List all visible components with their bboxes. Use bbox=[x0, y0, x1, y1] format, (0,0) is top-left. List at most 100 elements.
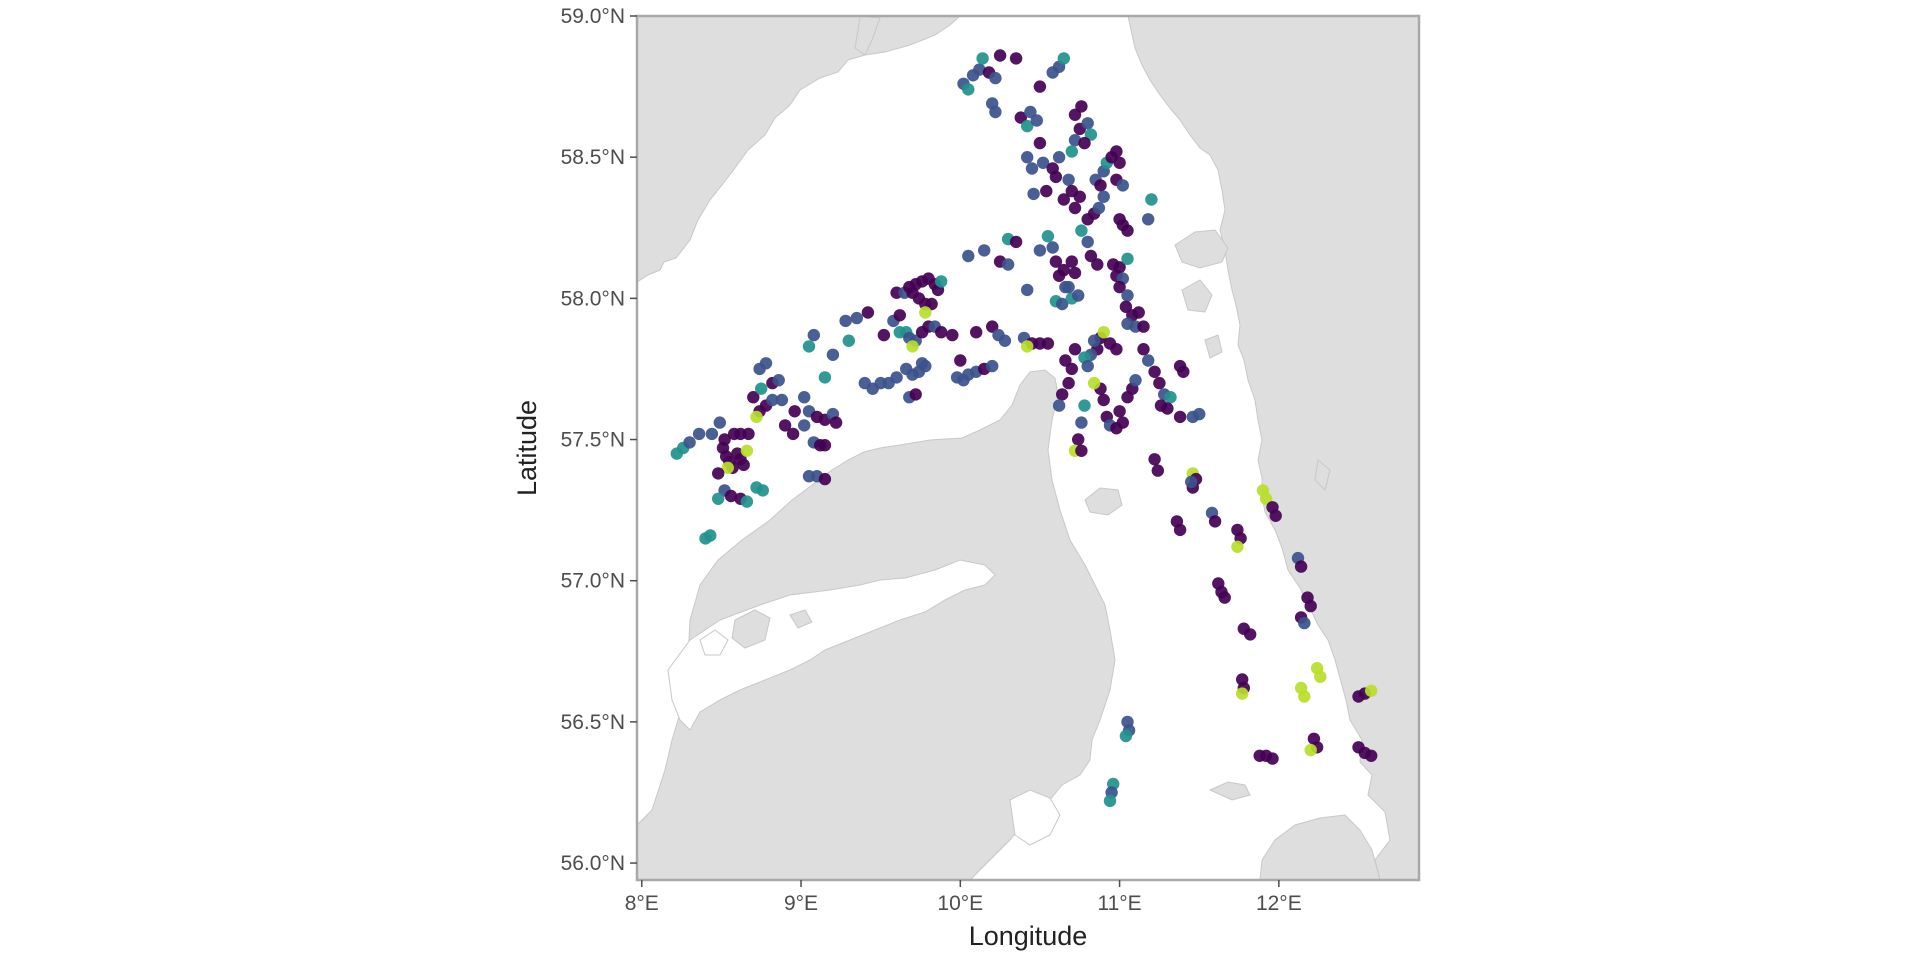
data-point bbox=[750, 410, 763, 424]
data-point bbox=[818, 439, 832, 452]
data-point bbox=[1009, 235, 1023, 249]
data-point bbox=[1040, 184, 1053, 198]
land-laeso bbox=[1084, 487, 1123, 516]
data-point bbox=[742, 427, 755, 441]
data-point bbox=[1059, 354, 1072, 367]
data-point bbox=[1062, 376, 1075, 390]
data-point bbox=[1294, 560, 1308, 573]
data-point bbox=[1020, 340, 1034, 353]
data-point bbox=[890, 371, 903, 384]
data-point bbox=[718, 433, 731, 446]
data-point bbox=[1020, 151, 1034, 164]
data-point bbox=[1030, 114, 1044, 127]
limfjord bbox=[667, 559, 996, 731]
y-tick-label: 58.5°N bbox=[561, 146, 625, 169]
data-point bbox=[1033, 136, 1047, 150]
data-point bbox=[766, 393, 779, 407]
data-point bbox=[970, 326, 983, 339]
y-axis: 56.0°N 56.5°N 57.0°N 57.5°N 58.0°N 58.5°N 59.0… bbox=[561, 5, 637, 875]
data-point bbox=[818, 472, 832, 486]
data-point bbox=[1113, 405, 1126, 418]
data-point bbox=[1068, 134, 1082, 147]
data-point bbox=[826, 348, 840, 361]
data-point bbox=[935, 326, 948, 339]
data-point bbox=[740, 444, 754, 457]
data-point bbox=[712, 492, 725, 505]
y-tick-label: 57.5°N bbox=[561, 429, 625, 452]
x-tick-label: 9°E bbox=[784, 892, 818, 915]
data-point bbox=[1057, 263, 1071, 277]
data-point bbox=[1062, 173, 1075, 186]
data-point bbox=[1365, 749, 1378, 762]
data-point bbox=[1014, 111, 1027, 124]
data-point bbox=[1185, 475, 1198, 489]
y-tick-label: 59.0°N bbox=[561, 5, 625, 28]
land-marstrand bbox=[1204, 334, 1223, 359]
y-tick-label: 58.0°N bbox=[561, 287, 625, 310]
data-point bbox=[1304, 743, 1317, 757]
data-point bbox=[1041, 230, 1055, 243]
data-point bbox=[1052, 399, 1066, 412]
map-panel bbox=[637, 16, 1419, 880]
data-point bbox=[1121, 317, 1134, 330]
y-tick-label: 56.0°N bbox=[561, 852, 625, 875]
data-point bbox=[755, 382, 768, 395]
data-point bbox=[1110, 343, 1123, 356]
data-point bbox=[829, 416, 843, 429]
data-point bbox=[1103, 794, 1117, 808]
data-point bbox=[925, 297, 938, 311]
data-point bbox=[747, 391, 760, 404]
data-point bbox=[1119, 300, 1133, 313]
data-point bbox=[737, 458, 750, 472]
data-point bbox=[1057, 52, 1071, 65]
land-fur bbox=[789, 609, 813, 629]
data-point bbox=[1269, 509, 1282, 522]
data-point bbox=[1081, 359, 1094, 373]
land-anholt bbox=[1208, 781, 1251, 801]
data-point bbox=[1020, 119, 1034, 133]
data-point bbox=[962, 83, 975, 96]
data-point bbox=[978, 244, 991, 257]
data-point bbox=[1208, 515, 1222, 528]
data-point bbox=[906, 286, 919, 299]
data-point bbox=[919, 306, 932, 319]
x-tick-label: 11°E bbox=[1097, 892, 1141, 915]
data-point bbox=[842, 334, 855, 347]
data-point bbox=[1148, 365, 1161, 378]
data-point bbox=[1068, 108, 1082, 122]
data-point bbox=[935, 275, 948, 288]
x-tick-label: 8°E bbox=[625, 892, 659, 915]
data-point bbox=[1020, 283, 1034, 297]
kattegat-bay bbox=[1009, 789, 1061, 846]
data-point bbox=[1078, 136, 1091, 150]
data-point bbox=[721, 461, 734, 474]
data-point bbox=[1033, 244, 1047, 257]
data-point bbox=[1145, 193, 1158, 206]
data-point bbox=[1116, 416, 1130, 429]
data-point bbox=[798, 391, 811, 404]
observation-points bbox=[670, 49, 1378, 808]
x-tick-label: 10°E bbox=[937, 892, 983, 915]
data-point bbox=[1075, 100, 1088, 113]
data-point bbox=[893, 309, 906, 322]
data-point bbox=[740, 495, 754, 508]
data-point bbox=[1173, 523, 1187, 537]
data-point bbox=[1097, 393, 1110, 407]
land-mors bbox=[731, 609, 771, 649]
data-point bbox=[1073, 190, 1087, 203]
y-tick-label: 56.5°N bbox=[561, 711, 625, 734]
data-point bbox=[986, 320, 999, 333]
data-point bbox=[1148, 453, 1161, 466]
data-point bbox=[1065, 362, 1079, 376]
data-point bbox=[1110, 145, 1123, 158]
data-point bbox=[1154, 399, 1168, 412]
data-point bbox=[786, 427, 800, 441]
data-point bbox=[1137, 320, 1150, 333]
data-point bbox=[1072, 289, 1085, 302]
data-point bbox=[957, 374, 970, 387]
data-point bbox=[1193, 407, 1206, 421]
land-norway bbox=[637, 16, 961, 283]
data-point bbox=[1116, 179, 1130, 192]
land-zealand bbox=[1259, 814, 1381, 880]
